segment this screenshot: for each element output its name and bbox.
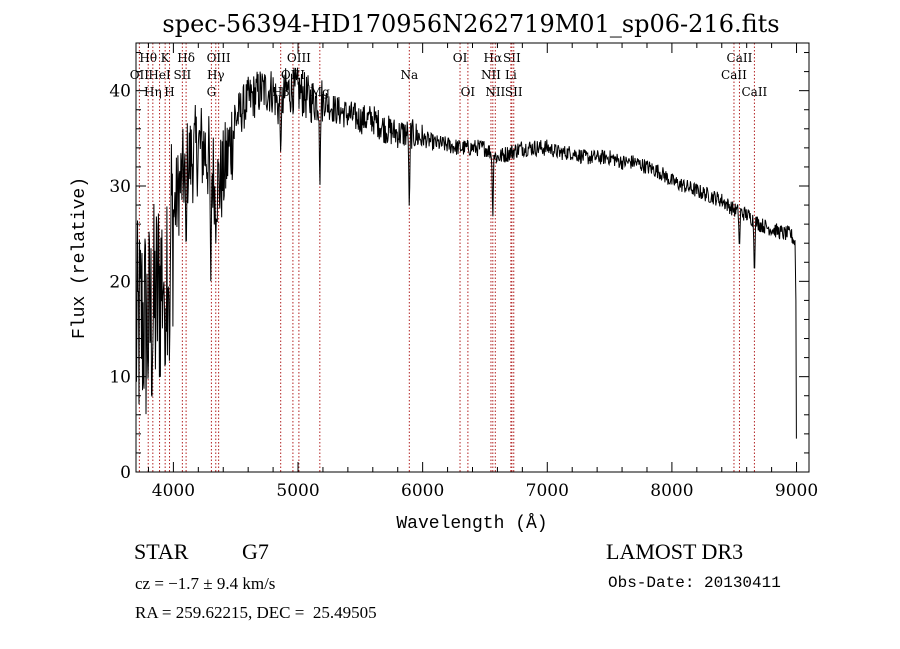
y-axis-label: Flux (relative) xyxy=(70,177,90,339)
obs-date: Obs-Date: 20130411 xyxy=(608,574,781,592)
marker-label-17: OI xyxy=(461,85,476,99)
marker-label-25: CaII xyxy=(721,68,747,82)
marker-label-4: HeI xyxy=(148,68,171,82)
marker-label-3: K xyxy=(161,51,171,65)
marker-label-1: OII xyxy=(130,68,150,82)
marker-label-0: Hθ xyxy=(139,51,157,65)
marker-label-18: Hα xyxy=(484,51,503,65)
y-tick-label: 10 xyxy=(109,368,131,388)
marker-label-8: OIII xyxy=(207,51,231,65)
marker-label-15: Na xyxy=(400,68,418,82)
spectrum-line xyxy=(135,67,797,439)
x-tick-label: 7000 xyxy=(526,481,569,501)
marker-label-9: Hγ xyxy=(207,68,225,82)
x-tick-label: 5000 xyxy=(276,481,319,501)
marker-label-11: OIII xyxy=(287,51,311,65)
survey-name: LAMOST DR3 xyxy=(606,539,744,564)
marker-label-16: OI xyxy=(453,51,468,65)
marker-label-10: G xyxy=(207,85,217,99)
marker-label-7: SII xyxy=(174,68,192,82)
marker-label-5: H xyxy=(164,85,174,99)
marker-label-14: Mg xyxy=(310,85,330,99)
x-tick-label: 6000 xyxy=(401,481,444,501)
spectrum-chart: spec-56394-HD170956N262719M01_sp06-216.f… xyxy=(70,10,818,534)
object-class: STAR xyxy=(134,539,189,564)
y-tick-label: 0 xyxy=(120,463,131,483)
marker-label-6: Hδ xyxy=(177,51,195,65)
x-tick-label: 4000 xyxy=(152,481,195,501)
axis-ticks: 4000 5000 6000 7000 8000 9000 0 10 20 30 40 xyxy=(109,43,818,501)
coordinates: RA = 259.62215, DEC = 25.49505 xyxy=(135,603,377,622)
plot-frame xyxy=(135,42,810,473)
marker-label-22: Li xyxy=(505,68,517,82)
x-axis-label: Wavelength (Å) xyxy=(396,513,547,534)
marker-label-24: CaII xyxy=(727,51,753,65)
x-tick-label: 9000 xyxy=(775,481,818,501)
marker-label-26: CaII xyxy=(741,85,767,99)
object-subclass: G7 xyxy=(242,539,269,564)
y-tick-label: 40 xyxy=(109,82,131,102)
spectrum-series xyxy=(135,67,797,439)
chart-title: spec-56394-HD170956N262719M01_sp06-216.f… xyxy=(162,10,779,38)
marker-label-2: Hη xyxy=(144,85,162,99)
y-tick-label: 20 xyxy=(109,272,131,292)
redshift-text: cz = −1.7 ± 9.4 km/s xyxy=(135,574,276,593)
y-tick-label: 30 xyxy=(109,177,131,197)
marker-label-21: SII xyxy=(503,51,521,65)
x-tick-label: 8000 xyxy=(650,481,693,501)
marker-label-23: SII xyxy=(505,85,523,99)
marker-label-19: NII xyxy=(481,68,501,82)
marker-label-20: NII xyxy=(485,85,505,99)
